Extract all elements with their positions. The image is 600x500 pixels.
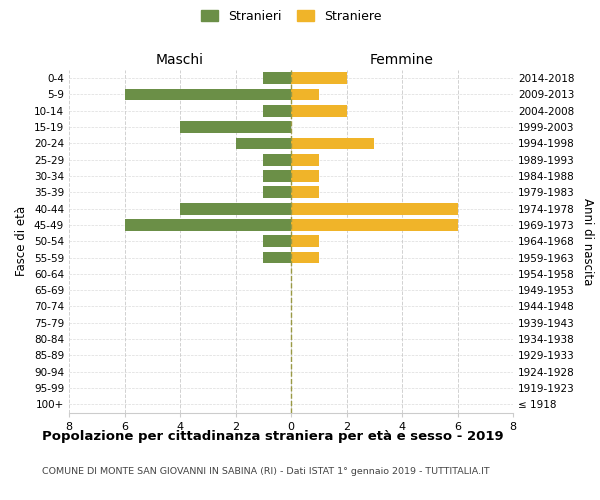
Bar [263,154,291,166]
Bar [291,88,319,101]
Bar [291,219,458,231]
Bar [180,203,291,214]
Y-axis label: Anni di nascita: Anni di nascita [581,198,594,285]
Text: Femmine: Femmine [370,54,434,68]
Bar [291,105,347,117]
Legend: Stranieri, Straniere: Stranieri, Straniere [197,6,385,26]
Bar [291,186,319,198]
Text: Popolazione per cittadinanza straniera per età e sesso - 2019: Popolazione per cittadinanza straniera p… [42,430,503,443]
Bar [291,252,319,264]
Bar [263,105,291,117]
Bar [180,121,291,133]
Bar [263,186,291,198]
Bar [125,88,291,101]
Text: COMUNE DI MONTE SAN GIOVANNI IN SABINA (RI) - Dati ISTAT 1° gennaio 2019 - TUTTI: COMUNE DI MONTE SAN GIOVANNI IN SABINA (… [42,468,490,476]
Y-axis label: Fasce di età: Fasce di età [16,206,28,276]
Bar [263,236,291,247]
Bar [263,252,291,264]
Bar [263,72,291,84]
Bar [291,72,347,84]
Text: Maschi: Maschi [156,54,204,68]
Bar [291,170,319,182]
Bar [125,219,291,231]
Bar [291,236,319,247]
Bar [291,154,319,166]
Bar [263,170,291,182]
Bar [291,203,458,214]
Bar [235,138,291,149]
Bar [291,138,374,149]
